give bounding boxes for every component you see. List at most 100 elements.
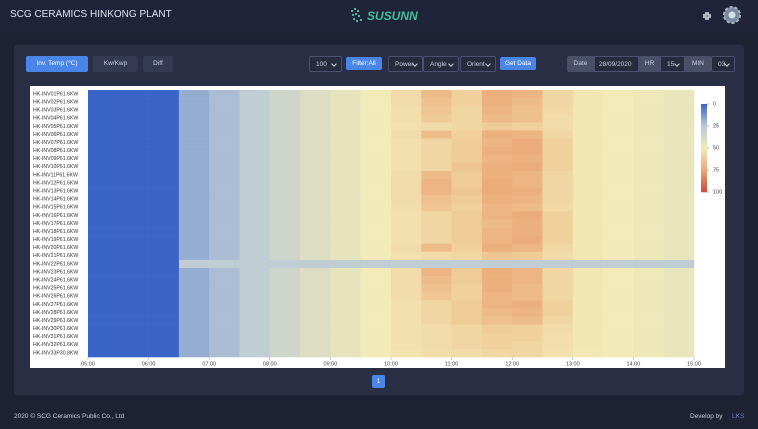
heatmap-cell [451, 243, 483, 253]
heatmap-cell [330, 122, 361, 131]
heatmap-cell [481, 90, 513, 99]
heatmap-cell [330, 219, 361, 228]
orient-select[interactable]: Orient [460, 56, 496, 72]
heatmap-cell [663, 187, 695, 196]
heatmap-cell [148, 187, 180, 196]
heatmap-cell [633, 284, 664, 293]
heatmap-cell [421, 187, 452, 196]
get-data-button[interactable]: Get Data [500, 57, 536, 70]
heatmap-cell [209, 211, 240, 220]
heatmap-cell [481, 146, 513, 156]
settings-icon[interactable] [722, 5, 742, 25]
row-label: HK-INV16P61.6KW [33, 213, 78, 219]
heatmap-cell [512, 292, 543, 301]
heatmap-cell [663, 146, 695, 156]
heatmap-cell [391, 340, 422, 350]
heatmap-cell [360, 268, 392, 277]
heatmap-cell [512, 130, 543, 139]
min-select[interactable]: 03 [711, 56, 735, 72]
heatmap-cell [633, 162, 664, 172]
heatmap-cell [178, 203, 210, 212]
filter-button[interactable]: Filter:All [346, 57, 382, 70]
hr-select[interactable]: 15 [660, 56, 685, 72]
heatmap-cell [148, 316, 180, 325]
heatmap-cell [663, 292, 695, 301]
heatmap-cell [481, 114, 513, 123]
heatmap-cell [209, 268, 240, 277]
heatmap-cell [512, 203, 543, 212]
developer: LKS [732, 413, 745, 420]
power-select[interactable]: Power [388, 56, 423, 72]
heatmap-cell [451, 138, 483, 147]
heatmap-cell [633, 106, 664, 115]
heatmap-cell [300, 308, 331, 317]
heatmap-cell [239, 243, 271, 253]
heatmap-cell [209, 130, 240, 139]
date-input[interactable]: 28/09/2020 [594, 56, 639, 72]
heatmap-cell [603, 170, 634, 180]
heatmap-cell [421, 259, 452, 269]
heatmap-cell [542, 268, 574, 277]
heatmap-cell [512, 268, 543, 277]
heatmap-cell [118, 114, 149, 123]
heatmap-cell [603, 146, 634, 156]
heatmap-cell [572, 170, 604, 180]
heatmap-cell [330, 179, 361, 188]
colorbar-segment [701, 152, 707, 155]
heatmap-cell [391, 154, 422, 164]
heatmap-cell [360, 292, 392, 301]
heatmap-cell [88, 146, 119, 156]
heatmap-cell [451, 90, 483, 99]
heatmap-cell [451, 316, 483, 325]
heatmap-cell [269, 179, 301, 188]
heatmap-cell [269, 114, 301, 123]
heatmap-cell [512, 227, 543, 236]
heatmap-cell [542, 146, 574, 156]
heatmap-cell [148, 276, 180, 285]
heatmap-cell [148, 219, 180, 228]
heatmap-cell [633, 195, 664, 204]
limit-select[interactable]: 100 [309, 56, 342, 72]
heatmap-cell [512, 243, 543, 253]
heatmap-cell [451, 227, 483, 236]
row-label: HK-INV15P61.6KW [33, 205, 78, 211]
row-label: HK-INV11P61.6KW [33, 172, 78, 178]
heatmap-cell [542, 227, 574, 236]
heatmap-cell [421, 268, 452, 277]
heatmap-cell [451, 114, 483, 123]
colorbar-segment [701, 145, 707, 149]
heatmap-cell [572, 292, 604, 301]
heatmap-cell [391, 308, 422, 317]
heatmap-cell [118, 284, 149, 293]
heatmap-cell [269, 340, 301, 350]
heatmap-cell [269, 211, 301, 220]
heatmap-cell [391, 130, 422, 139]
heatmap-cell [421, 276, 452, 285]
heatmap-cell [512, 170, 543, 180]
row-label: HK-INV09P61.6KW [33, 156, 78, 162]
heatmap-cell [239, 219, 271, 228]
colorbar-segment [701, 108, 707, 111]
tab[interactable]: Diff [143, 56, 173, 72]
heatmap-cell [88, 276, 119, 285]
heatmap-cell [209, 300, 240, 309]
expand-icon[interactable] [700, 9, 714, 23]
page-button[interactable]: 1 [372, 375, 385, 388]
heatmap-cell [391, 227, 422, 236]
heatmap-cell [481, 276, 513, 285]
heatmap-cell [118, 154, 149, 164]
tab-active[interactable]: Inv. Temp (℃) [26, 56, 88, 72]
x-tick-label: 07:00 [202, 361, 216, 367]
heatmap-cell [603, 276, 634, 285]
tab[interactable]: Kw/Kwp [93, 56, 138, 72]
x-tick-label: 05:00 [81, 361, 95, 367]
heatmap-cell [391, 251, 422, 261]
angle-select[interactable]: Angle [423, 56, 459, 72]
heatmap-cell [542, 106, 574, 115]
heatmap-cell [209, 259, 240, 269]
heatmap-cell [572, 122, 604, 131]
heatmap-cell [178, 251, 210, 261]
heatmap-cell [391, 195, 422, 204]
heatmap-cell [178, 162, 210, 172]
heatmap-cell [88, 284, 119, 293]
